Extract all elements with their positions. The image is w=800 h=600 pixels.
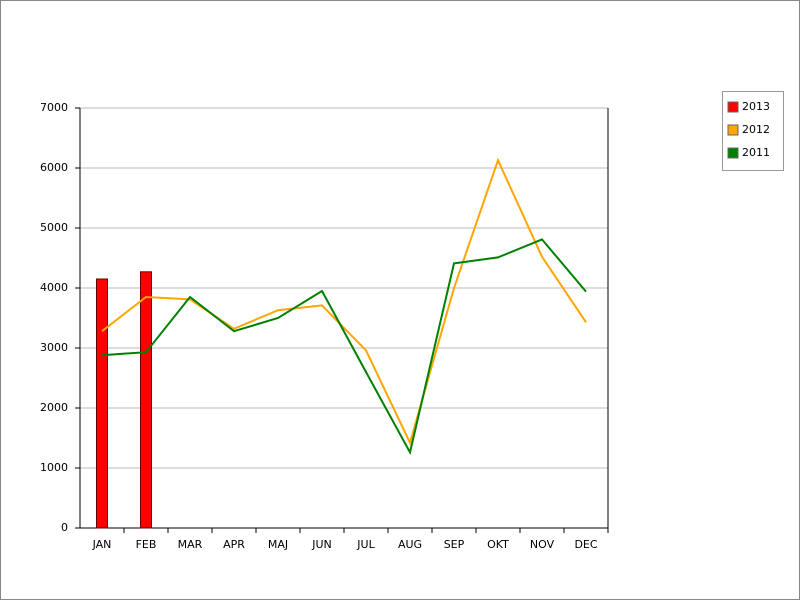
legend-swatch — [727, 147, 739, 159]
y-tick-label: 7000 — [40, 101, 68, 114]
x-tick-label: AUG — [398, 538, 422, 551]
legend-swatch — [727, 101, 739, 113]
y-tick-label: 4000 — [40, 281, 68, 294]
x-tick-label: SEP — [444, 538, 465, 551]
x-tick-label: OKT — [487, 538, 509, 551]
legend-swatch — [727, 124, 739, 136]
y-tick-label: 5000 — [40, 221, 68, 234]
x-tick-label: JUL — [356, 538, 375, 551]
y-tick-label: 0 — [61, 521, 68, 534]
bar — [96, 278, 108, 529]
line — [101, 157, 587, 446]
x-tick-label: APR — [223, 538, 245, 551]
y-tick-label: 1000 — [40, 461, 68, 474]
x-tick-label: FEB — [136, 538, 157, 551]
x-tick-label: JUN — [311, 538, 332, 551]
x-tick-label: MAJ — [268, 538, 288, 551]
legend-label: 2012 — [742, 123, 770, 136]
y-tick-label: 6000 — [40, 161, 68, 174]
legend-label: 2011 — [742, 146, 770, 159]
x-tick-label: MAR — [178, 538, 203, 551]
y-tick-label: 2000 — [40, 401, 68, 414]
line — [101, 238, 587, 456]
legend-label: 2013 — [742, 100, 770, 113]
x-tick-label: JAN — [92, 538, 112, 551]
plot-area — [80, 108, 608, 528]
x-tick-label: DEC — [574, 538, 597, 551]
y-tick-label: 3000 — [40, 341, 68, 354]
bar — [140, 271, 152, 529]
x-tick-label: NOV — [530, 538, 555, 551]
